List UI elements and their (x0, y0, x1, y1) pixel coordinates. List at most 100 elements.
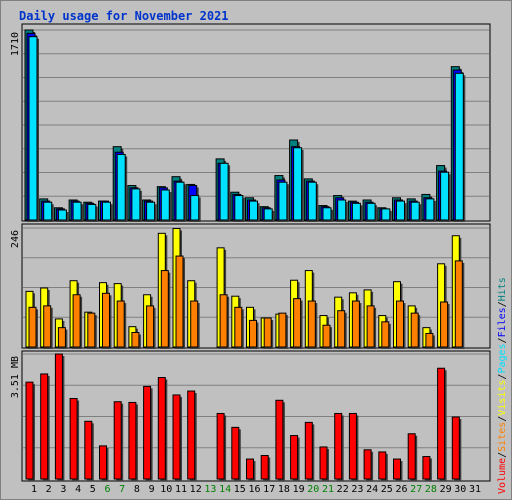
bar-pages-day-16-face (249, 200, 258, 221)
bar-pages-day-15-face (234, 195, 244, 221)
bar-sites-day-3 (57, 327, 68, 349)
bar-pages-day-18 (278, 181, 289, 222)
x-tick-label: 29 (440, 484, 452, 495)
bar-volume-day-15 (231, 426, 241, 481)
bar-sites-day-6-face (102, 292, 110, 348)
bar-volume-day-7 (113, 401, 124, 481)
bar-sites-day-22 (337, 310, 347, 349)
x-tick-label: 19 (293, 484, 305, 495)
bar-volume-day-6 (99, 445, 109, 481)
x-tick-label: 12 (190, 484, 202, 495)
bar-sites-day-10 (160, 270, 171, 349)
bar-pages-day-26-face (396, 200, 405, 221)
bar-pages-day-21-face (322, 207, 332, 221)
bar-pages-day-8-face (131, 188, 141, 221)
x-tick-label: 18 (278, 484, 290, 495)
bar-pages-day-20 (307, 181, 319, 222)
bar-sites-day-18-face (278, 312, 287, 348)
bar-pages-day-11-face (175, 181, 185, 221)
bar-volume-day-8 (128, 401, 138, 481)
bar-volume-day-2 (40, 373, 50, 481)
bar-pages-day-24-face (366, 202, 376, 221)
bar-pages-day-28-face (425, 198, 435, 221)
bar-sites-day-14-face (219, 294, 228, 348)
bar-sites-day-7 (116, 300, 127, 349)
bar-pages-day-25 (381, 208, 392, 222)
bar-volume-day-27-face (407, 433, 416, 480)
bar-volume-day-19 (290, 435, 300, 481)
bar-volume-day-4 (69, 398, 80, 481)
bar-sites-day-16-face (249, 319, 257, 348)
bar-volume-day-12 (187, 390, 197, 481)
bar-pages-day-7-face (116, 153, 126, 221)
x-tick-label: 17 (263, 484, 275, 495)
panel-hits-files-pages (21, 23, 491, 222)
x-tick-label: 21 (322, 484, 334, 495)
bar-sites-day-11 (175, 255, 185, 349)
bar-volume-day-11 (172, 394, 182, 481)
bar-sites-day-9 (146, 305, 156, 349)
bar-sites-day-20-face (307, 300, 316, 348)
x-tick-label: 27 (410, 484, 422, 495)
bar-volume-day-21-face (319, 446, 328, 480)
bar-pages-day-1-face (28, 36, 38, 221)
bar-pages-day-8 (131, 188, 142, 222)
bar-sites-day-29 (440, 301, 450, 349)
x-tick-label: 7 (119, 484, 125, 495)
bar-sites-day-1-face (28, 306, 37, 348)
bar-sites-day-2 (43, 305, 53, 349)
bar-volume-day-24 (363, 449, 374, 481)
bar-volume-day-10-face (157, 377, 166, 480)
bar-sites-day-23 (351, 300, 362, 349)
legend-separator: / (497, 374, 508, 380)
bar-pages-day-7 (116, 153, 128, 222)
legend-separator: / (497, 337, 508, 343)
bar-pages-day-12 (190, 195, 201, 222)
bar-pages-day-29 (440, 171, 451, 222)
bar-pages-day-26 (396, 200, 407, 222)
bar-sites-day-4-face (72, 294, 81, 348)
bar-volume-day-10 (157, 377, 168, 481)
bar-volume-day-7-face (113, 401, 122, 480)
chart-title: Daily usage for November 2021 (19, 9, 229, 23)
bar-volume-day-1 (25, 381, 35, 481)
bar-sites-day-20 (307, 300, 318, 349)
bar-sites-day-17-face (263, 317, 272, 348)
legend-separator: / (497, 416, 508, 422)
bar-sites-day-1 (28, 306, 38, 349)
bar-sites-day-6 (102, 292, 112, 349)
bar-volume-day-28 (422, 456, 432, 481)
bar-volume-day-6-face (99, 445, 107, 480)
bar-sites-day-21-face (322, 324, 331, 348)
bar-volume-day-16-face (246, 458, 254, 480)
y-max-label: 1710 (10, 32, 21, 56)
bar-volume-day-30 (451, 416, 462, 481)
legend-sites: Sites (497, 422, 508, 452)
y-max-label: 3.51 MB (10, 356, 21, 398)
bar-volume-day-11-face (172, 394, 181, 480)
bar-volume-day-17 (260, 454, 271, 481)
x-tick-label: 15 (234, 484, 246, 495)
bar-volume-day-5-face (84, 420, 93, 480)
bar-volume-day-26 (393, 458, 403, 481)
x-tick-label: 1 (31, 484, 37, 495)
bar-volume-day-20-face (304, 421, 313, 480)
bar-pages-day-30-face (454, 72, 464, 221)
bar-volume-day-18 (275, 399, 285, 481)
bar-pages-day-27-face (410, 201, 420, 221)
bar-pages-day-1 (28, 36, 39, 222)
x-tick-label: 10 (160, 484, 172, 495)
x-tick-label: 25 (381, 484, 393, 495)
bar-pages-day-15 (234, 195, 245, 222)
bar-pages-day-9-face (146, 201, 156, 221)
legend-volume: Volume (497, 458, 508, 494)
bar-sites-day-16 (249, 319, 259, 349)
x-tick-label: 26 (395, 484, 407, 495)
x-tick-label: 30 (454, 484, 466, 495)
bar-pages-day-16 (249, 200, 260, 222)
bar-volume-day-5 (84, 420, 94, 481)
bar-volume-day-12-face (187, 390, 196, 480)
bar-volume-day-4-face (69, 398, 78, 480)
bar-sites-day-11-face (175, 255, 184, 348)
bar-sites-day-30-face (454, 260, 463, 348)
